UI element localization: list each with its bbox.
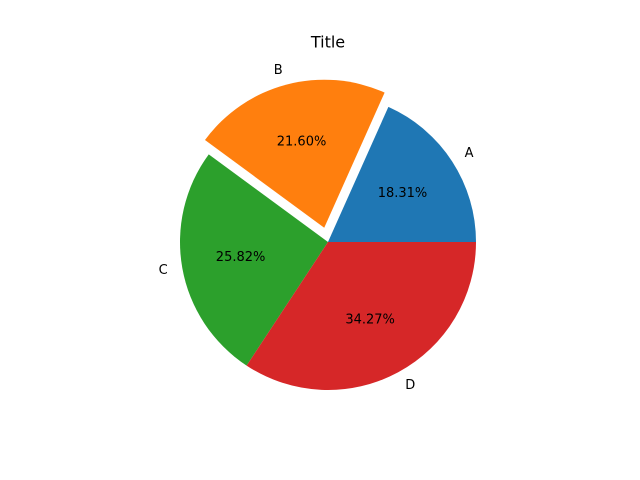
category-label: C (159, 263, 168, 278)
value-label: 34.27% (345, 313, 395, 328)
category-label: A (465, 146, 474, 161)
pie-slice (328, 106, 477, 243)
category-label: D (405, 378, 415, 393)
pie-slice (180, 154, 328, 366)
category-label: B (274, 63, 283, 78)
value-label: 18.31% (378, 186, 428, 201)
value-label: 21.60% (277, 134, 327, 149)
chart-title: Title (310, 33, 345, 52)
value-label: 25.82% (216, 250, 266, 265)
pie-slice (246, 242, 476, 390)
pie-slice (204, 79, 385, 228)
